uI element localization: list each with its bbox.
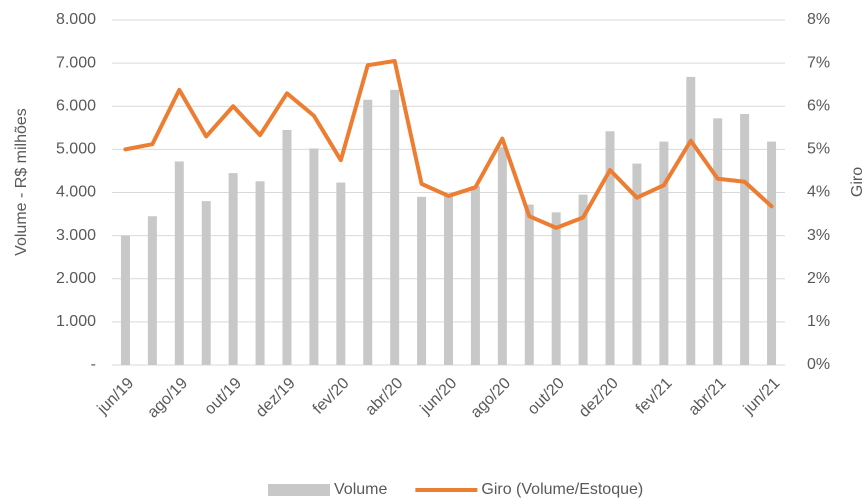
bar	[497, 147, 507, 365]
y-tick-label: 7.000	[56, 54, 96, 71]
x-tick-label: fev/21	[633, 375, 676, 418]
line	[123, 58, 774, 230]
y2-tick-label: 3%	[807, 227, 830, 244]
bar	[309, 148, 319, 365]
bar	[686, 76, 696, 366]
x-tick-label: out/19	[201, 375, 245, 419]
bar	[659, 141, 669, 365]
bar	[336, 182, 346, 365]
y2-tick-label: 5%	[807, 141, 830, 158]
y-tick-label: 4.000	[56, 184, 96, 201]
bar	[417, 196, 427, 365]
legend-label: Volume	[334, 481, 387, 498]
y2-axis-label: Giro	[849, 167, 866, 197]
bar	[174, 161, 184, 365]
bar	[120, 235, 130, 365]
bar	[201, 201, 211, 365]
bar	[390, 89, 400, 366]
bar	[767, 141, 777, 365]
legend-swatch	[268, 484, 330, 496]
x-tick-label: fev/20	[310, 375, 353, 418]
bar	[578, 194, 588, 365]
y-tick-label: 5.000	[56, 141, 96, 158]
bar	[713, 118, 723, 365]
y-tick-label: 3.000	[56, 227, 96, 244]
bar	[632, 163, 642, 365]
y2-tick-label: 8%	[807, 11, 830, 28]
x-tick-label: ago/19	[144, 375, 191, 422]
y2-tick-label: 4%	[807, 184, 830, 201]
y2-tick-label: 1%	[807, 313, 830, 330]
y2-tick-label: 0%	[807, 356, 830, 373]
bar	[255, 181, 265, 365]
y-tick-label: 1.000	[56, 313, 96, 330]
y-axis-label: Volume - R$ milhões	[13, 108, 30, 256]
bar	[363, 99, 373, 365]
x-tick-label: dez/19	[253, 375, 299, 421]
bar	[605, 131, 615, 365]
bar	[444, 194, 453, 365]
bar	[282, 129, 292, 365]
y-tick-label: 6.000	[56, 97, 96, 114]
bar	[228, 173, 238, 365]
bar	[551, 212, 561, 365]
y-tick-label: 8.000	[56, 11, 96, 28]
bar	[470, 186, 480, 365]
legend-label: Giro (Volume/Estoque)	[481, 481, 643, 498]
x-tick-label: jun/21	[740, 375, 784, 419]
bar	[147, 216, 157, 365]
x-tick-label: dez/20	[576, 375, 622, 421]
bar	[524, 204, 534, 365]
x-tick-label: abr/20	[362, 375, 406, 419]
y2-tick-label: 7%	[807, 54, 830, 71]
y2-tick-label: 2%	[807, 270, 830, 287]
x-tick-label: abr/21	[685, 375, 729, 419]
bar	[740, 114, 750, 365]
x-tick-label: jun/19	[94, 375, 138, 419]
y-tick-label: 2.000	[56, 270, 96, 287]
x-tick-label: jun/20	[417, 375, 461, 419]
y2-tick-label: 6%	[807, 97, 830, 114]
x-tick-label: out/20	[525, 375, 569, 419]
y-tick-label: -	[91, 356, 96, 373]
x-tick-label: ago/20	[468, 375, 515, 422]
